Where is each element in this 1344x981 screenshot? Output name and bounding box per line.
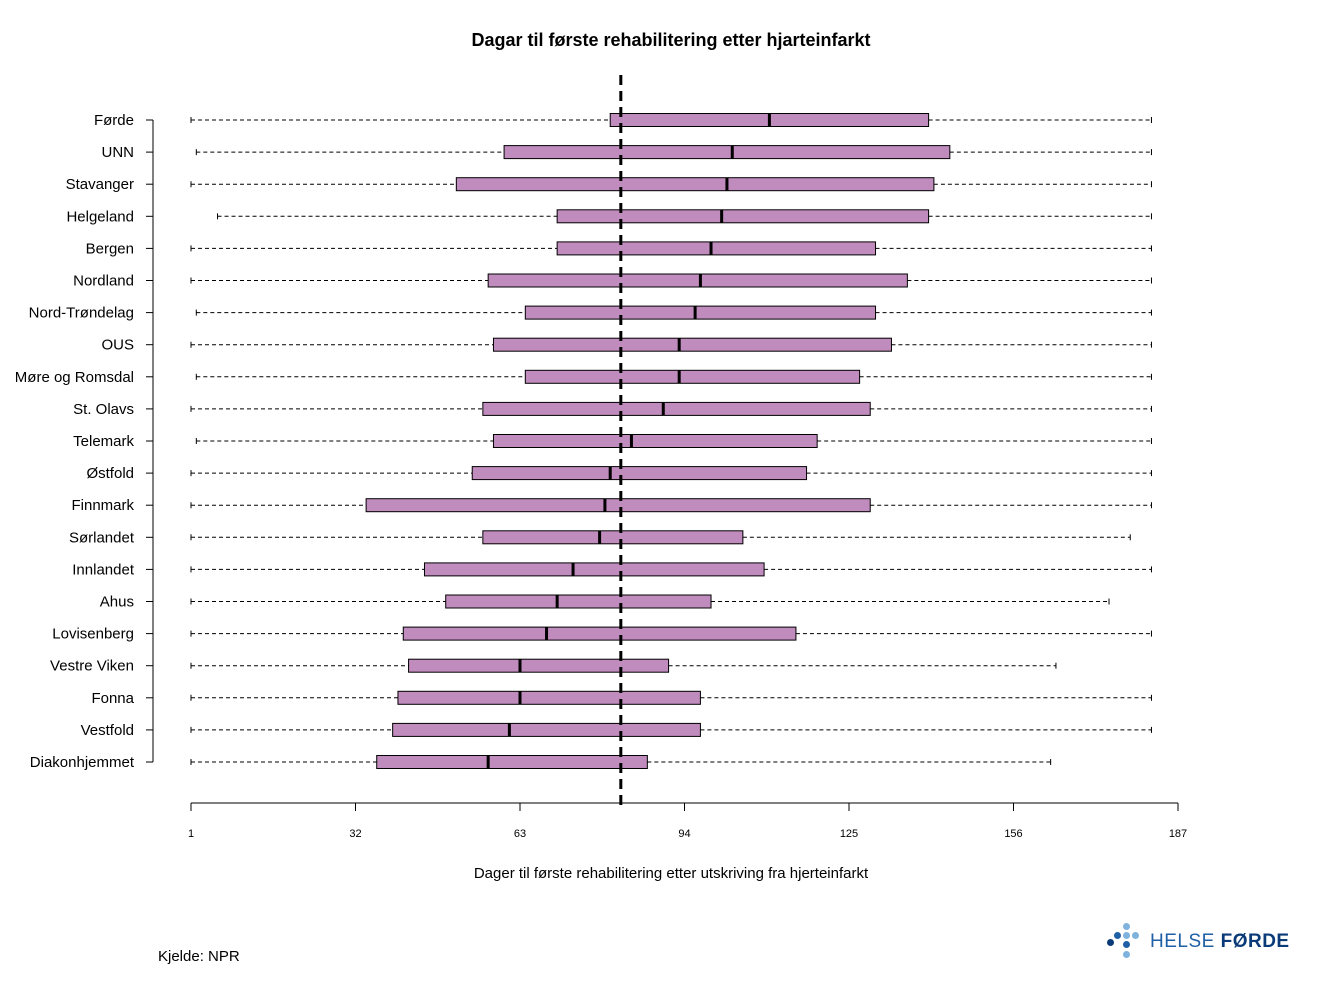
logo-dot (1132, 932, 1139, 939)
source-note: Kjelde: NPR (158, 948, 240, 965)
box-iqr (492, 337, 892, 352)
category-label: Helgeland (66, 208, 134, 225)
category-label: Bergen (86, 240, 134, 257)
box-iqr (556, 241, 877, 256)
logo-dot (1123, 923, 1130, 930)
x-tick-label: 63 (514, 828, 526, 840)
logo-text-forde: FØRDE (1220, 931, 1290, 952)
logo-text-helse: HELSE (1150, 931, 1221, 952)
box-iqr (423, 562, 765, 577)
box-iqr (503, 145, 951, 160)
box-iqr (524, 305, 877, 320)
x-tick-label: 187 (1169, 828, 1187, 840)
logo-dot (1114, 932, 1121, 939)
category-label: UNN (102, 144, 135, 161)
logo-dot (1123, 941, 1130, 948)
category-label: Møre og Romsdal (15, 369, 134, 386)
category-axis: Førde UNN Stavanger Helgeland Bergen Nordland… (15, 112, 154, 771)
category-label: Diakonhjemmet (30, 754, 135, 771)
logo-dot (1123, 932, 1130, 939)
box-iqr (492, 434, 818, 448)
x-tick-label: 94 (678, 828, 690, 840)
category-label: St. Olavs (73, 401, 134, 418)
x-tick-label: 125 (840, 828, 858, 840)
category-label: Lovisenberg (52, 626, 134, 643)
box-iqr (482, 401, 871, 416)
category-label: Stavanger (66, 176, 134, 193)
box-iqr (365, 498, 871, 513)
box-iqr (376, 755, 648, 769)
category-label: OUS (101, 337, 134, 354)
x-axis: 1 32 63 94 125 156 187 (188, 802, 1187, 840)
category-label: Østfold (86, 465, 134, 482)
box-iqr (556, 209, 930, 224)
logo-dots-icon (1106, 922, 1146, 962)
x-tick-label: 156 (1004, 828, 1022, 840)
box-iqr (455, 177, 935, 192)
box-iqr (482, 530, 744, 545)
category-label: Ahus (100, 594, 134, 611)
box-iqr (445, 594, 712, 609)
logo-text: HELSE FØRDE (1150, 931, 1290, 953)
category-label: Fonna (91, 690, 134, 707)
category-label: Telemark (73, 433, 134, 450)
box-iqr (471, 466, 808, 481)
box-iqr (392, 722, 701, 737)
category-label: Innlandet (72, 561, 135, 578)
category-label: Førde (94, 112, 134, 129)
logo-dot (1107, 939, 1114, 946)
x-tick-label: 32 (349, 828, 361, 840)
x-axis-title: Dager til første rehabilitering etter ut… (474, 865, 869, 882)
box-iqr (397, 690, 701, 705)
box-iqr (402, 626, 797, 641)
x-tick-label: 1 (188, 828, 194, 840)
box-series (190, 113, 1152, 769)
box-iqr (487, 273, 908, 288)
category-label: Finnmark (71, 497, 134, 514)
box-iqr (408, 658, 670, 673)
box-iqr (524, 369, 861, 384)
helse-forde-logo: HELSE FØRDE (1106, 922, 1290, 962)
category-label: Nord-Trøndelag (29, 305, 134, 322)
category-label: Vestre Viken (50, 658, 134, 675)
category-label: Sørlandet (69, 529, 135, 546)
logo-dot (1123, 951, 1130, 958)
category-label: Vestfold (81, 722, 134, 739)
category-label: Nordland (73, 273, 134, 290)
chart-title: Dagar til første rehabilitering etter hj… (471, 30, 870, 50)
